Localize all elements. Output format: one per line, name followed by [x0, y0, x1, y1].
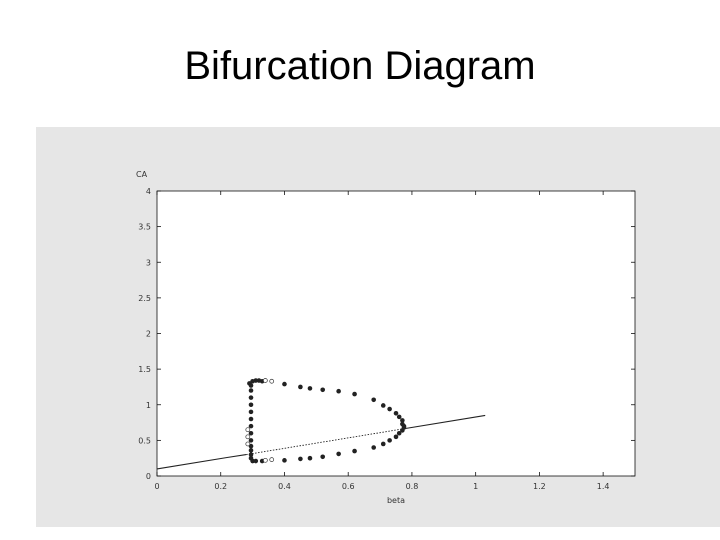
- periodic-point: [248, 409, 254, 415]
- y-tick-label: 0: [146, 472, 151, 481]
- periodic-point: [393, 434, 399, 440]
- y-tick-label: 2.5: [138, 294, 151, 303]
- y-tick-label: 2: [146, 330, 151, 339]
- periodic-point: [387, 406, 392, 412]
- plot-area: [156, 190, 636, 477]
- x-tick-label: 0.8: [406, 482, 419, 491]
- periodic-point: [400, 418, 405, 423]
- periodic-point: [282, 458, 287, 463]
- unstable-periodic-point: [245, 427, 251, 433]
- y-tick-label: 3.5: [138, 223, 151, 232]
- periodic-point: [393, 411, 399, 416]
- periodic-point: [248, 448, 254, 453]
- periodic-point: [248, 430, 254, 436]
- x-tick-label: 1.2: [533, 482, 546, 491]
- periodic-point: [352, 448, 357, 454]
- periodic-point: [380, 403, 386, 408]
- periodic-point: [371, 445, 376, 450]
- unstable-periodic-point: [245, 441, 251, 447]
- periodic-point: [282, 381, 287, 387]
- x-axis-label: beta: [387, 496, 405, 505]
- periodic-point: [298, 456, 303, 462]
- unstable-periodic-point: [269, 457, 275, 462]
- y-tick-label: 4: [146, 187, 151, 196]
- periodic-point: [248, 402, 254, 408]
- unstable-periodic-point: [262, 457, 268, 463]
- y-tick-label: 3: [146, 258, 151, 267]
- periodic-point: [396, 430, 402, 436]
- periodic-point: [307, 386, 313, 391]
- periodic-point: [380, 441, 386, 447]
- periodic-point: [401, 425, 407, 430]
- unstable-steady-state-line: [246, 428, 403, 456]
- periodic-point: [248, 383, 254, 388]
- periodic-point: [336, 451, 341, 457]
- periodic-point: [248, 455, 254, 461]
- bifurcation-chart: 0 0.2 0.4 0.6 0.8 1 1.2 1.4 0 0.5 1 1.5 2 2.5 3 3.5 4 CA…: [136, 170, 636, 505]
- periodic-point: [253, 458, 259, 464]
- y-axis-label: CA: [136, 170, 148, 179]
- x-tick-label: 0.4: [278, 482, 291, 491]
- periodic-point: [248, 438, 254, 443]
- slide-title: Bifurcation Diagram: [184, 44, 536, 88]
- x-tick-label: 1.4: [597, 482, 610, 491]
- periodic-point: [248, 388, 254, 393]
- x-tick-label: 0.2: [214, 482, 227, 491]
- periodic-point: [248, 423, 254, 429]
- periodic-point: [352, 391, 357, 397]
- unstable-periodic-point: [269, 378, 275, 384]
- y-tick-label: 1.5: [138, 365, 151, 374]
- x-tick-label: 0.6: [342, 482, 355, 491]
- periodic-point: [248, 395, 254, 400]
- periodic-point: [387, 438, 392, 443]
- periodic-point: [396, 414, 402, 420]
- periodic-point: [336, 388, 341, 394]
- periodic-point: [320, 454, 326, 460]
- periodic-point: [371, 397, 376, 403]
- periodic-point: [253, 378, 259, 383]
- unstable-periodic-point: [245, 434, 251, 440]
- plot-panel: 0 0.2 0.4 0.6 0.8 1 1.2 1.4 0 0.5 1 1.5 2 2.5 3 3.5 4 CA…: [36, 127, 720, 527]
- periodic-point: [248, 452, 254, 457]
- stable-steady-state-line: [402, 414, 486, 430]
- periodic-point: [298, 384, 303, 390]
- unstable-periodic-point: [262, 378, 268, 383]
- periodic-point: [307, 455, 313, 461]
- stable-steady-state-line: [156, 454, 247, 470]
- y-tick-label: 1: [146, 401, 151, 410]
- x-tick-label: 0: [154, 482, 159, 491]
- periodic-point: [320, 387, 326, 393]
- periodic-point: [248, 416, 254, 422]
- y-tick-label: 0.5: [138, 436, 151, 445]
- x-tick-label: 1: [473, 482, 478, 491]
